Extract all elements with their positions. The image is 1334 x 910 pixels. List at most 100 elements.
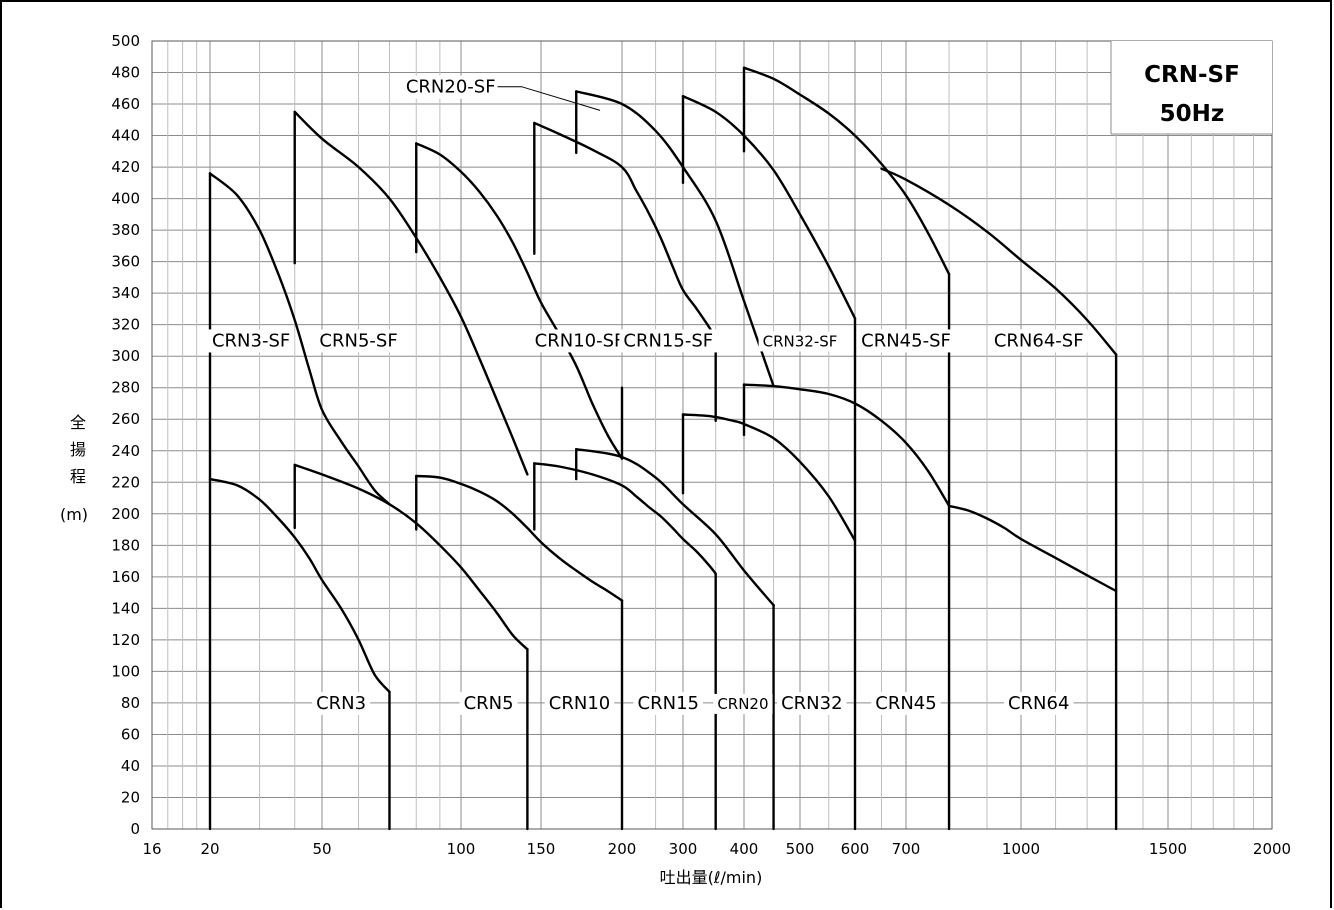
vertical-limits bbox=[208, 66, 1118, 831]
series-label-crn5-sf: CRN5-SF bbox=[319, 330, 397, 351]
x-tick-label: 700 bbox=[892, 840, 921, 858]
y-tick-label: 340 bbox=[111, 284, 140, 302]
label-bg bbox=[1003, 691, 1074, 715]
y-tick-label: 300 bbox=[111, 347, 140, 365]
series-label-group: CRN64 bbox=[1003, 691, 1074, 715]
x-tick-label: 400 bbox=[730, 840, 759, 858]
y-tick-label: 140 bbox=[111, 599, 140, 617]
y-axis-title-char-3: 程 bbox=[70, 467, 86, 486]
series-label-group: CRN10-SF bbox=[530, 329, 629, 353]
chart-subtitle: 50Hz bbox=[1160, 101, 1225, 127]
y-tick-label: 400 bbox=[111, 190, 140, 208]
label-bg bbox=[989, 329, 1088, 353]
curve-crn15-sf bbox=[533, 121, 717, 341]
series-label-crn32-sf: CRN32-SF bbox=[763, 332, 838, 350]
curves bbox=[208, 66, 1118, 694]
tick-labels: 0 20 40 60 80 100 120 140 160 180 200 220 240 260 280 3… bbox=[111, 32, 1291, 858]
series-label-crn15-sf: CRN15-SF bbox=[623, 330, 713, 351]
callout-bg bbox=[401, 75, 500, 99]
series-label-crn10-sf: CRN10-SF bbox=[535, 330, 625, 351]
y-tick-label: 380 bbox=[111, 221, 140, 239]
curve-crn5-sf bbox=[293, 110, 529, 476]
x-tick-label: 1000 bbox=[1002, 840, 1040, 858]
label-bg bbox=[544, 691, 615, 715]
y-axis-title-char-1: 全 bbox=[70, 413, 86, 432]
y-tick-label: 420 bbox=[111, 158, 140, 176]
plot-border bbox=[151, 40, 1273, 830]
x-axis-title: 吐出量(ℓ/min) bbox=[660, 868, 763, 887]
y-tick-label: 60 bbox=[121, 725, 140, 743]
y-tick-label: 360 bbox=[111, 253, 140, 271]
curve-crn5 bbox=[293, 463, 529, 651]
curve-crn64-sf bbox=[880, 167, 1118, 356]
label-bg bbox=[530, 329, 629, 353]
series-label-group: CRN3 bbox=[312, 691, 371, 715]
series-label-crn64: CRN64 bbox=[1008, 693, 1069, 714]
y-tick-label: 320 bbox=[111, 316, 140, 334]
y-tick-label: 280 bbox=[111, 379, 140, 397]
x-tick-label: 150 bbox=[527, 840, 556, 858]
label-bg bbox=[777, 691, 847, 715]
y-axis-unit: (m) bbox=[60, 505, 88, 524]
y-tick-label: 220 bbox=[111, 473, 140, 491]
series-label-group: CRN20 bbox=[713, 693, 773, 714]
x-tick-label: 16 bbox=[142, 840, 161, 858]
label-bg bbox=[633, 691, 703, 715]
curve-crn64 bbox=[947, 504, 1118, 593]
label-bg bbox=[713, 693, 773, 714]
y-tick-label: 480 bbox=[111, 64, 140, 82]
label-bg bbox=[459, 691, 518, 715]
y-tick-label: 240 bbox=[111, 442, 140, 460]
series-label-group: CRN3-SF bbox=[207, 329, 295, 353]
y-tick-label: 500 bbox=[111, 32, 140, 50]
series-label-crn15: CRN15 bbox=[638, 693, 699, 714]
series-label-group: CRN10 bbox=[544, 691, 615, 715]
series-label-group: CRN5-SF bbox=[315, 329, 402, 353]
x-tick-label: 2000 bbox=[1253, 840, 1291, 858]
label-bg bbox=[312, 691, 371, 715]
curve-crn10-sf bbox=[415, 142, 624, 460]
y-tick-label: 0 bbox=[130, 820, 140, 838]
x-tick-label: 200 bbox=[608, 840, 637, 858]
series-label-group: CRN15 bbox=[633, 691, 703, 715]
series-label-crn45: CRN45 bbox=[875, 693, 936, 714]
label-bg bbox=[315, 329, 402, 353]
curve-crn45-sf bbox=[742, 66, 951, 276]
x-tick-label: 600 bbox=[841, 840, 870, 858]
label-bg bbox=[758, 331, 842, 352]
series-label-crn45-sf: CRN45-SF bbox=[861, 330, 951, 351]
series-label-group: CRN5 bbox=[459, 691, 518, 715]
y-tick-label: 180 bbox=[111, 536, 140, 554]
series-label-group: CRN32 bbox=[777, 691, 847, 715]
series-label-group: CRN45 bbox=[871, 691, 941, 715]
y-tick-label: 80 bbox=[121, 694, 140, 712]
series-label-group: CRN64-SF bbox=[989, 329, 1088, 353]
y-axis-title-char-2: 揚 bbox=[70, 440, 86, 459]
curve-crn3-sf bbox=[208, 172, 391, 506]
label-bg bbox=[207, 329, 295, 353]
x-tick-label: 50 bbox=[312, 840, 331, 858]
callout-crn20-sf: CRN20-SF bbox=[401, 75, 601, 111]
x-tick-label: 500 bbox=[786, 840, 815, 858]
callout-leader bbox=[497, 86, 601, 111]
series-label-group: CRN45-SF bbox=[857, 329, 955, 353]
series-label-group: CRN32-SF bbox=[758, 331, 842, 352]
x-tick-label: 100 bbox=[447, 840, 476, 858]
y-tick-label: 200 bbox=[111, 505, 140, 523]
curve-crn45 bbox=[742, 383, 951, 508]
x-tick-label: 300 bbox=[669, 840, 698, 858]
y-tick-label: 40 bbox=[121, 757, 140, 775]
label-bg bbox=[871, 691, 941, 715]
label-bg bbox=[619, 329, 718, 353]
y-tick-label: 20 bbox=[121, 788, 140, 806]
curve-crn32 bbox=[681, 413, 857, 542]
label-bg bbox=[857, 329, 955, 353]
curve-crn3 bbox=[208, 477, 391, 694]
series-label-crn64-sf: CRN64-SF bbox=[994, 330, 1084, 351]
y-tick-label: 160 bbox=[111, 568, 140, 586]
series-label-crn20: CRN20 bbox=[717, 695, 768, 713]
x-tick-label: 20 bbox=[200, 840, 219, 858]
series-label-crn32: CRN32 bbox=[781, 693, 842, 714]
curve-crn32-sf bbox=[681, 95, 857, 320]
